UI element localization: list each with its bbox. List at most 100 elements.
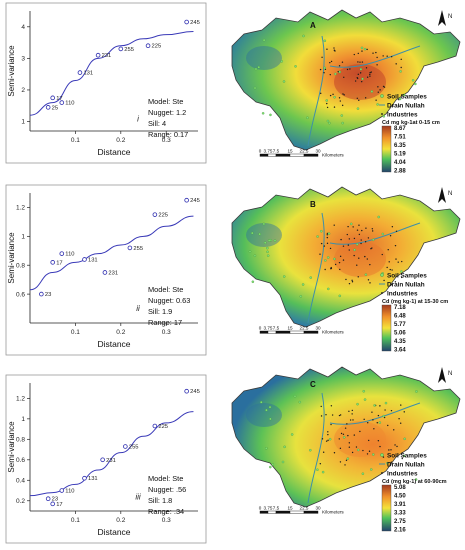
industry-dot (351, 279, 353, 282)
x-tick-label: 0.2 (116, 137, 125, 144)
soil-sample-dot (316, 235, 319, 238)
y-tick-label: 3 (21, 56, 25, 63)
industry-dot (382, 85, 385, 88)
soil-sample-dot (280, 60, 283, 63)
industry-dot (358, 99, 360, 102)
industry-dot (319, 68, 322, 71)
industry-dot (349, 68, 351, 70)
industry-dot (371, 230, 374, 232)
soil-sample-dot (309, 276, 312, 279)
industry-dot (384, 409, 386, 411)
industry-dot (401, 457, 403, 460)
industry-dot (401, 452, 403, 454)
soil-sample-dot (298, 400, 302, 404)
industry-dot (339, 447, 342, 450)
industry-dot (371, 228, 374, 230)
scale-bar-unit: Kilometers (322, 329, 344, 334)
data-point (184, 19, 189, 25)
scale-value: 3.64 (394, 348, 406, 354)
soil-sample-dot (386, 461, 389, 465)
variogram-panel-ii: 0.1 0.2 0.3 0.6 0.8 1 1.2 Distance Semi-variance… (5, 184, 207, 356)
soil-sample-dot (282, 275, 286, 278)
industry-dot (361, 61, 364, 63)
variogram-panel-i: 0.1 0.2 0.3 1 2 3 4 Distance Semi-variance 25 1711… (5, 2, 207, 164)
map-letter: A (310, 21, 316, 30)
data-point (95, 52, 101, 58)
scale-bar-segment (275, 510, 291, 514)
scale-bar-segment (289, 330, 305, 334)
north-arrow-icon (438, 10, 446, 26)
industry-dot (347, 225, 349, 228)
drain-line (307, 212, 325, 324)
soil-sample-dot (342, 436, 346, 439)
industry-dot (376, 422, 378, 424)
soil-sample-dot (328, 121, 331, 125)
point-label: 110 (65, 252, 74, 258)
point-label: 17 (56, 502, 62, 508)
point-label: 231 (102, 53, 112, 59)
industry-dot (386, 55, 388, 57)
industry-dot (360, 242, 362, 245)
industry-dot (387, 424, 389, 427)
scale-value: 4.50 (394, 494, 406, 500)
soil-sample-dot (382, 414, 385, 418)
soil-sample-dot (267, 239, 271, 242)
industry-dot (323, 245, 326, 247)
data-point (145, 43, 151, 49)
industry-dot (326, 234, 328, 236)
soil-sample-dot (355, 243, 359, 246)
industry-dot (359, 72, 362, 74)
point-label: 131 (88, 476, 98, 482)
soil-sample-dot (268, 405, 272, 409)
legend-drain-label: Drain Nullah (387, 281, 425, 288)
data-point (184, 197, 189, 203)
industry-dot (382, 55, 384, 57)
scale-bar-segment (303, 330, 319, 334)
soil-sample-dot (254, 67, 258, 71)
north-label: N (448, 191, 452, 197)
point-label: 255 (124, 47, 134, 53)
industry-dot (387, 249, 389, 251)
industry-dot (379, 405, 381, 407)
scale-bar-segment (267, 153, 277, 157)
industry-dot (320, 242, 323, 245)
low-zone (246, 403, 282, 427)
industry-dot (357, 52, 359, 55)
industry-dot (343, 94, 345, 96)
scale-value: 5.06 (394, 331, 406, 337)
soil-sample-dot (324, 259, 327, 262)
scale-bar-segment (275, 153, 291, 157)
industry-dot (339, 414, 342, 416)
data-point (59, 251, 65, 256)
soil-sample-dot (316, 468, 319, 471)
soil-sample-dot (414, 478, 418, 481)
model-parameter: Sill: 1.9 (148, 307, 172, 316)
data-point (127, 245, 133, 251)
panel-numeral: iii (135, 492, 141, 501)
industry-dot (398, 418, 400, 420)
soil-sample-dot (333, 96, 336, 99)
soil-sample-dot (271, 463, 274, 466)
industry-dot (348, 282, 351, 285)
scale-bar-tick: 0 (259, 149, 262, 154)
industry-dot (351, 413, 353, 415)
industry-dot (353, 254, 355, 257)
industry-dot (389, 268, 391, 271)
soil-sample-dot (398, 97, 402, 101)
scale-value: 5.77 (394, 322, 406, 328)
industry-dot (390, 409, 393, 412)
industry-dot (375, 99, 377, 101)
map-letter: B (310, 200, 316, 209)
industry-dot (369, 75, 371, 77)
industry-dot (333, 224, 335, 226)
industry-dot (321, 438, 324, 440)
map-panel-B: B N Soil Samples Drain Nullah Industries Cd (… (231, 186, 461, 354)
data-point (102, 270, 108, 275)
soil-sample-dot (327, 232, 331, 235)
soil-sample-dot (290, 433, 294, 436)
industry-dot (360, 239, 362, 241)
model-parameter: Nugget: 0.63 (148, 296, 190, 305)
drain-line (329, 45, 421, 68)
industry-dot (333, 47, 335, 49)
